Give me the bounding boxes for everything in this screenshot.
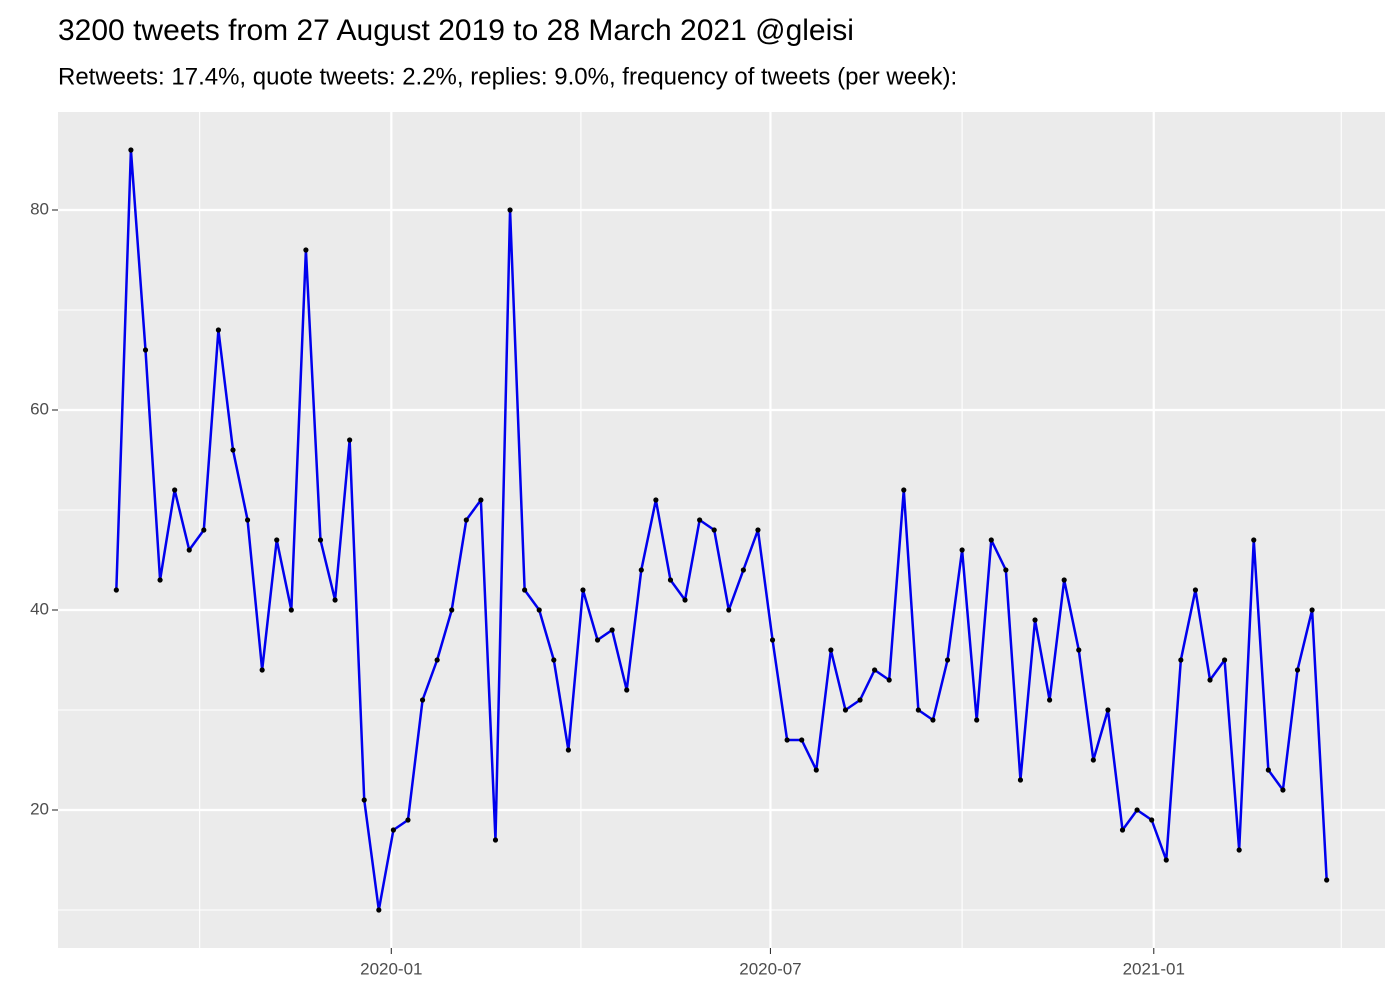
y-tick-label: 80: [30, 199, 49, 218]
data-point: [1309, 607, 1315, 613]
data-point: [1163, 857, 1169, 863]
data-point: [492, 837, 499, 843]
data-point: [230, 447, 236, 453]
data-point: [259, 667, 265, 673]
data-point: [244, 517, 251, 523]
data-point: [522, 587, 528, 593]
data-point: [478, 497, 484, 503]
data-point: [915, 707, 921, 713]
data-point: [1192, 587, 1199, 593]
data-point: [1076, 647, 1082, 653]
data-point: [755, 527, 761, 533]
data-point: [405, 817, 411, 823]
data-point: [740, 567, 746, 573]
data-point: [128, 147, 134, 153]
x-tick-label: 2020-01: [360, 959, 422, 978]
data-point: [1047, 697, 1053, 703]
data-point: [507, 207, 513, 213]
chart-subtitle: Retweets: 17.4%, quote tweets: 2.2%, rep…: [58, 63, 957, 90]
data-point: [959, 547, 965, 553]
data-point: [1090, 757, 1096, 763]
data-point: [449, 607, 455, 613]
data-point: [799, 737, 805, 743]
data-point: [609, 627, 615, 633]
data-point: [1149, 817, 1155, 823]
data-point: [1134, 807, 1140, 813]
data-point: [872, 667, 878, 673]
data-point: [682, 597, 688, 603]
data-point: [1236, 847, 1242, 853]
x-tick-label: 2021-01: [1123, 959, 1185, 978]
data-point: [697, 517, 703, 523]
data-point: [1280, 787, 1286, 793]
data-point: [944, 657, 951, 663]
data-point: [551, 657, 557, 663]
y-tick-label: 40: [30, 599, 49, 618]
data-point: [667, 577, 674, 583]
plot-panel: [58, 112, 1385, 948]
data-point: [711, 527, 717, 533]
data-point: [813, 767, 819, 773]
data-point: [376, 907, 382, 913]
data-point: [113, 587, 119, 593]
data-point: [1061, 577, 1067, 583]
data-point: [930, 717, 936, 723]
data-point: [901, 487, 907, 493]
data-point: [274, 537, 280, 543]
data-point: [186, 547, 192, 553]
data-point: [303, 247, 309, 253]
data-point: [172, 487, 178, 493]
data-point: [638, 567, 644, 573]
data-point: [201, 527, 207, 533]
data-point: [215, 327, 222, 333]
data-point: [1324, 877, 1330, 883]
data-point: [1105, 707, 1111, 713]
y-tick-label: 20: [30, 799, 49, 818]
data-point: [536, 607, 542, 613]
data-point: [1119, 827, 1126, 833]
data-point: [886, 677, 892, 683]
data-point: [142, 347, 149, 353]
data-point: [332, 597, 338, 603]
data-point: [1003, 567, 1009, 573]
data-point: [463, 517, 469, 523]
data-point: [974, 717, 980, 723]
data-point: [565, 747, 571, 753]
data-point: [390, 827, 396, 833]
data-point: [1032, 617, 1038, 623]
data-point: [624, 687, 630, 693]
y-tick-label: 60: [30, 399, 49, 418]
data-point: [857, 697, 863, 703]
data-point: [288, 607, 294, 613]
x-tick-label: 2020-07: [739, 959, 801, 978]
data-point: [828, 647, 834, 653]
data-point: [784, 737, 790, 743]
data-point: [1251, 537, 1257, 543]
series-line: [115, 148, 1328, 912]
data-point: [594, 637, 601, 643]
data-point: [1221, 657, 1228, 663]
data-point: [988, 537, 994, 543]
data-point: [347, 437, 353, 443]
data-point: [842, 707, 849, 713]
data-point: [361, 797, 367, 803]
data-point: [1207, 677, 1213, 683]
chart-title: 3200 tweets from 27 August 2019 to 28 Ma…: [58, 14, 854, 47]
data-point: [1294, 667, 1301, 673]
data-point: [434, 657, 440, 663]
data-point: [419, 697, 426, 703]
data-point: [769, 637, 776, 643]
data-point: [157, 577, 163, 583]
data-point: [1265, 767, 1271, 773]
data-point: [580, 587, 586, 593]
data-point: [1178, 657, 1184, 663]
data-point: [653, 497, 659, 503]
data-point: [317, 537, 324, 543]
data-point: [1017, 777, 1024, 783]
data-point: [726, 607, 732, 613]
